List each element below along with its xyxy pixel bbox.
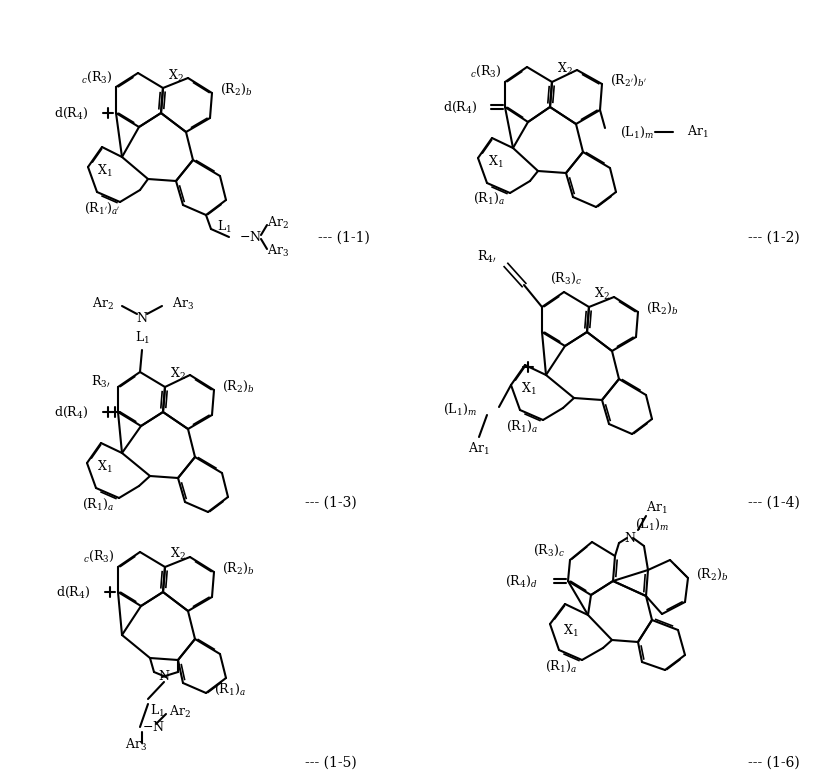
Text: --- (1-2): --- (1-2): [748, 231, 800, 245]
Text: --- (1-3): --- (1-3): [305, 496, 357, 510]
Text: d(R$_4$): d(R$_4$): [443, 99, 477, 115]
Text: L$_1$: L$_1$: [150, 703, 165, 719]
Text: d(R$_4$): d(R$_4$): [54, 405, 88, 419]
Text: X$_2$: X$_2$: [170, 546, 186, 562]
Text: X$_2$: X$_2$: [170, 366, 186, 382]
Text: L$_1$: L$_1$: [217, 219, 232, 235]
Text: (R$_2$)$_b$: (R$_2$)$_b$: [696, 566, 729, 582]
Text: (R$_2$)$_b$: (R$_2$)$_b$: [220, 81, 252, 97]
Text: (R$_1$)$_a$: (R$_1$)$_a$: [473, 191, 505, 205]
Text: (L$_1$)$_m$: (L$_1$)$_m$: [635, 516, 669, 532]
Text: $-$N: $-$N: [142, 720, 165, 734]
Text: (R$_4$)$_d$: (R$_4$)$_d$: [505, 573, 538, 589]
Text: (R$_3$)$_c$: (R$_3$)$_c$: [550, 270, 582, 286]
Text: Ar$_3$: Ar$_3$: [125, 737, 147, 753]
Text: X$_2$: X$_2$: [557, 61, 573, 77]
Text: (R$_{2'}$)$_{b'}$: (R$_{2'}$)$_{b'}$: [610, 73, 647, 87]
Text: Ar$_3$: Ar$_3$: [172, 296, 194, 312]
Text: X$_2$: X$_2$: [168, 68, 184, 84]
Text: (R$_1$)$_a$: (R$_1$)$_a$: [506, 419, 538, 433]
Text: X$_1$: X$_1$: [96, 163, 112, 179]
Text: Ar$_1$: Ar$_1$: [687, 124, 708, 140]
Text: L$_1$: L$_1$: [135, 330, 149, 346]
Text: (R$_2$)$_b$: (R$_2$)$_b$: [646, 301, 678, 316]
Text: N: N: [136, 312, 148, 324]
Text: --- (1-4): --- (1-4): [748, 496, 800, 510]
Text: (R$_1$)$_a$: (R$_1$)$_a$: [214, 681, 246, 697]
Text: (R$_2$)$_b$: (R$_2$)$_b$: [222, 561, 255, 576]
Text: Ar$_1$: Ar$_1$: [646, 500, 667, 516]
Text: (L$_1$)$_m$: (L$_1$)$_m$: [443, 401, 477, 416]
Text: --- (1-5): --- (1-5): [305, 756, 357, 770]
Text: $-$N: $-$N: [239, 230, 262, 244]
Text: X$_2$: X$_2$: [594, 286, 610, 302]
Text: --- (1-6): --- (1-6): [748, 756, 800, 770]
Text: X$_1$: X$_1$: [488, 154, 503, 170]
Text: Ar$_1$: Ar$_1$: [468, 441, 490, 457]
Text: X$_1$: X$_1$: [562, 623, 578, 639]
Text: (L$_1$)$_m$: (L$_1$)$_m$: [620, 124, 654, 140]
Text: $_c$(R$_3$): $_c$(R$_3$): [470, 63, 502, 79]
Text: d(R$_4$): d(R$_4$): [54, 105, 88, 120]
Text: R$_{3\prime}$: R$_{3\prime}$: [91, 374, 110, 390]
Text: --- (1-1): --- (1-1): [318, 231, 370, 245]
Text: $_c$(R$_3$): $_c$(R$_3$): [82, 70, 113, 84]
Text: Ar$_2$: Ar$_2$: [92, 296, 114, 312]
Text: N: N: [158, 671, 170, 683]
Text: X$_1$: X$_1$: [521, 381, 536, 397]
Text: (R$_2$)$_b$: (R$_2$)$_b$: [222, 379, 255, 394]
Text: X$_1$: X$_1$: [96, 459, 112, 475]
Text: (R$_1$)$_a$: (R$_1$)$_a$: [82, 497, 114, 512]
Text: $_c$(R$_3$): $_c$(R$_3$): [83, 548, 115, 564]
Text: Ar$_2$: Ar$_2$: [169, 704, 191, 720]
Text: R$_{4\prime}$: R$_{4\prime}$: [477, 249, 496, 265]
Text: (R$_1$)$_a$: (R$_1$)$_a$: [545, 658, 577, 673]
Text: d(R$_4$): d(R$_4$): [55, 584, 90, 600]
Text: N: N: [624, 532, 636, 544]
Text: (R$_{1'}$)$_{a'}$: (R$_{1'}$)$_{a'}$: [84, 201, 120, 216]
Text: Ar$_2$: Ar$_2$: [267, 215, 289, 231]
Text: Ar$_3$: Ar$_3$: [267, 243, 289, 259]
Text: (R$_3$)$_c$: (R$_3$)$_c$: [533, 542, 565, 558]
